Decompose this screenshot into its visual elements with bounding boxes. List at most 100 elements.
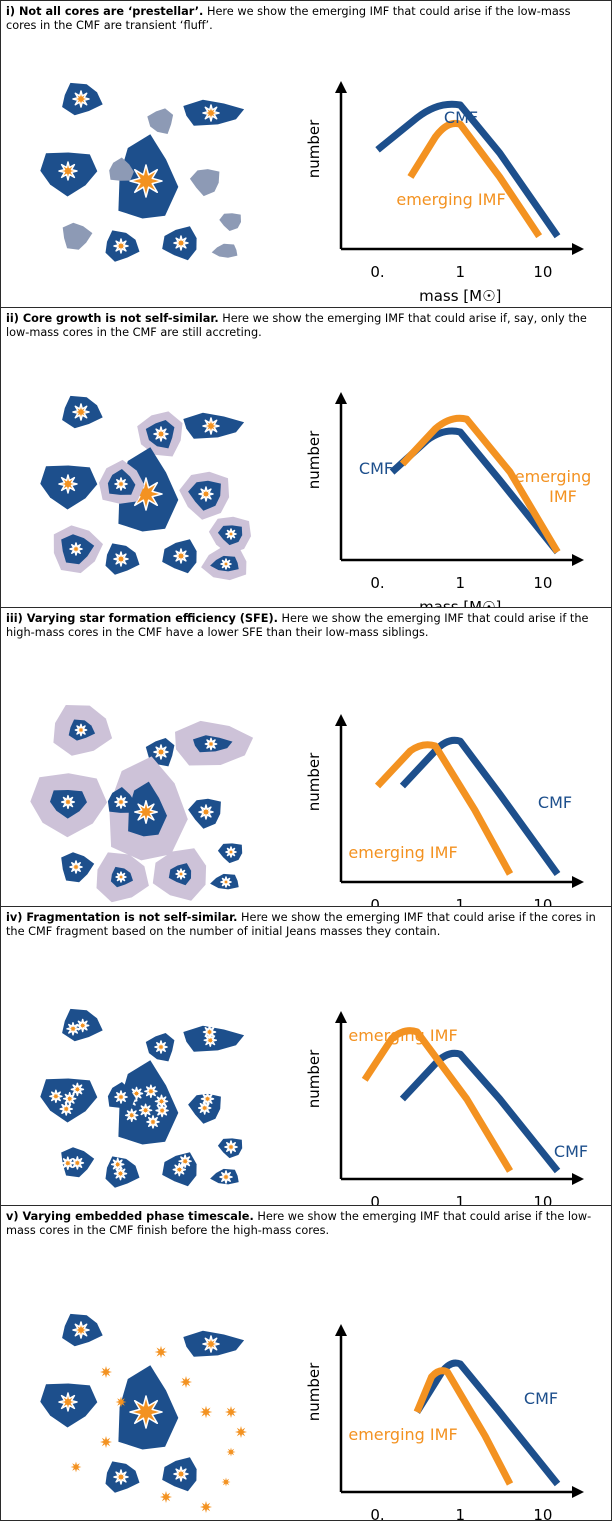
star-icon	[114, 1090, 128, 1104]
star-icon	[114, 477, 128, 491]
imf-label: emerging IMF	[396, 190, 505, 209]
cmf-label: CMF	[538, 793, 572, 812]
star-icon	[100, 1366, 112, 1378]
star-icon	[220, 876, 232, 888]
star-icon	[200, 1092, 215, 1106]
panel-caption: i) Not all cores are ‘prestellar’. Here …	[6, 5, 604, 33]
panel-description: Here we show the emerging IMF that could…	[6, 5, 571, 32]
x-tick-label: 10	[533, 896, 552, 907]
cmf-curve	[399, 736, 561, 877]
y-axis-label: number	[305, 1362, 323, 1421]
star-icon	[115, 1396, 127, 1408]
transient-core	[219, 213, 241, 231]
star-icon	[66, 1022, 80, 1036]
star-icon	[221, 1477, 231, 1487]
transient-core	[62, 222, 93, 250]
panel-caption: ii) Core growth is not self-similar. Her…	[6, 312, 604, 340]
star-icon	[153, 744, 169, 760]
y-axis-arrow-icon	[335, 1324, 347, 1336]
star-icon	[173, 548, 189, 564]
star-icon	[113, 1166, 128, 1181]
transient-core	[147, 108, 174, 134]
star-icon	[129, 1395, 163, 1429]
imf-label: emerging	[515, 467, 591, 486]
star-icon	[74, 723, 88, 737]
y-axis-label: number	[305, 1049, 323, 1108]
star-icon	[175, 868, 187, 880]
star-icon	[134, 800, 158, 824]
star-icon	[69, 860, 83, 874]
star-icon	[202, 104, 220, 122]
cmf-label: CMF	[554, 1142, 588, 1161]
cmf-label: CMF	[444, 108, 478, 127]
x-axis-arrow-icon	[572, 243, 584, 255]
core-cluster	[30, 705, 254, 903]
cmf-label: CMF	[524, 1389, 558, 1408]
star-icon	[49, 1089, 63, 1104]
panel-title: i) Not all cores are ‘prestellar’.	[6, 5, 204, 18]
imf-curve	[374, 741, 514, 876]
star-icon	[72, 1321, 90, 1339]
x-axis-label: mass [M☉]	[419, 598, 501, 608]
x-axis-label: mass [M☉]	[419, 287, 501, 305]
star-icon	[235, 1426, 247, 1438]
star-icon	[198, 804, 214, 820]
star-icon	[72, 403, 90, 421]
cmf-curve	[399, 1049, 561, 1174]
star-icon	[224, 1140, 238, 1154]
star-icon	[180, 1376, 192, 1388]
star-icon	[200, 1501, 212, 1513]
cmf-curve	[375, 100, 561, 239]
star-icon	[225, 528, 237, 540]
star-icon	[113, 238, 129, 254]
star-icon	[173, 235, 189, 251]
panel-caption: iii) Varying star formation efficiency (…	[6, 612, 604, 640]
core-cluster	[40, 395, 251, 581]
x-tick-label: 1	[455, 574, 465, 592]
imf-label: emerging IMF	[348, 1425, 457, 1444]
panel-description: Here we show the emerging IMF that could…	[6, 911, 596, 938]
star-icon	[138, 1103, 153, 1118]
star-icon	[58, 474, 78, 494]
star-icon	[202, 1335, 220, 1353]
imf-label: emerging IMF	[348, 843, 457, 862]
star-icon	[115, 871, 127, 883]
transient-core	[189, 169, 220, 197]
imf-curve	[413, 1367, 514, 1486]
transient-core	[109, 157, 134, 181]
star-icon	[154, 1040, 168, 1054]
core	[118, 1060, 179, 1145]
transient-core	[211, 243, 238, 258]
star-icon	[203, 1033, 218, 1047]
x-tick-label: 1	[455, 1193, 465, 1206]
star-icon	[70, 1461, 82, 1473]
star-icon	[202, 417, 220, 435]
imf-curve	[361, 1027, 514, 1173]
x-tick-label: 10	[533, 1506, 552, 1521]
panel-title: ii) Core growth is not self-similar.	[6, 312, 219, 325]
star-icon	[198, 486, 214, 502]
cmf-curve	[414, 1359, 561, 1487]
panel-description: Here we show the emerging IMF that could…	[6, 312, 587, 339]
star-icon	[204, 737, 218, 751]
star-icon	[58, 161, 78, 181]
x-tick-label: 0.	[370, 1193, 384, 1206]
star-icon	[202, 1025, 217, 1039]
core-cluster	[40, 82, 245, 262]
star-icon	[219, 1170, 233, 1184]
panel-title: iii) Varying star formation efficiency (…	[6, 612, 278, 625]
panel-title: v) Varying embedded phase timescale.	[6, 1210, 254, 1223]
star-icon	[69, 542, 83, 556]
star-icon	[199, 1405, 213, 1419]
core-cluster	[40, 1313, 247, 1513]
star-icon	[160, 1491, 172, 1503]
